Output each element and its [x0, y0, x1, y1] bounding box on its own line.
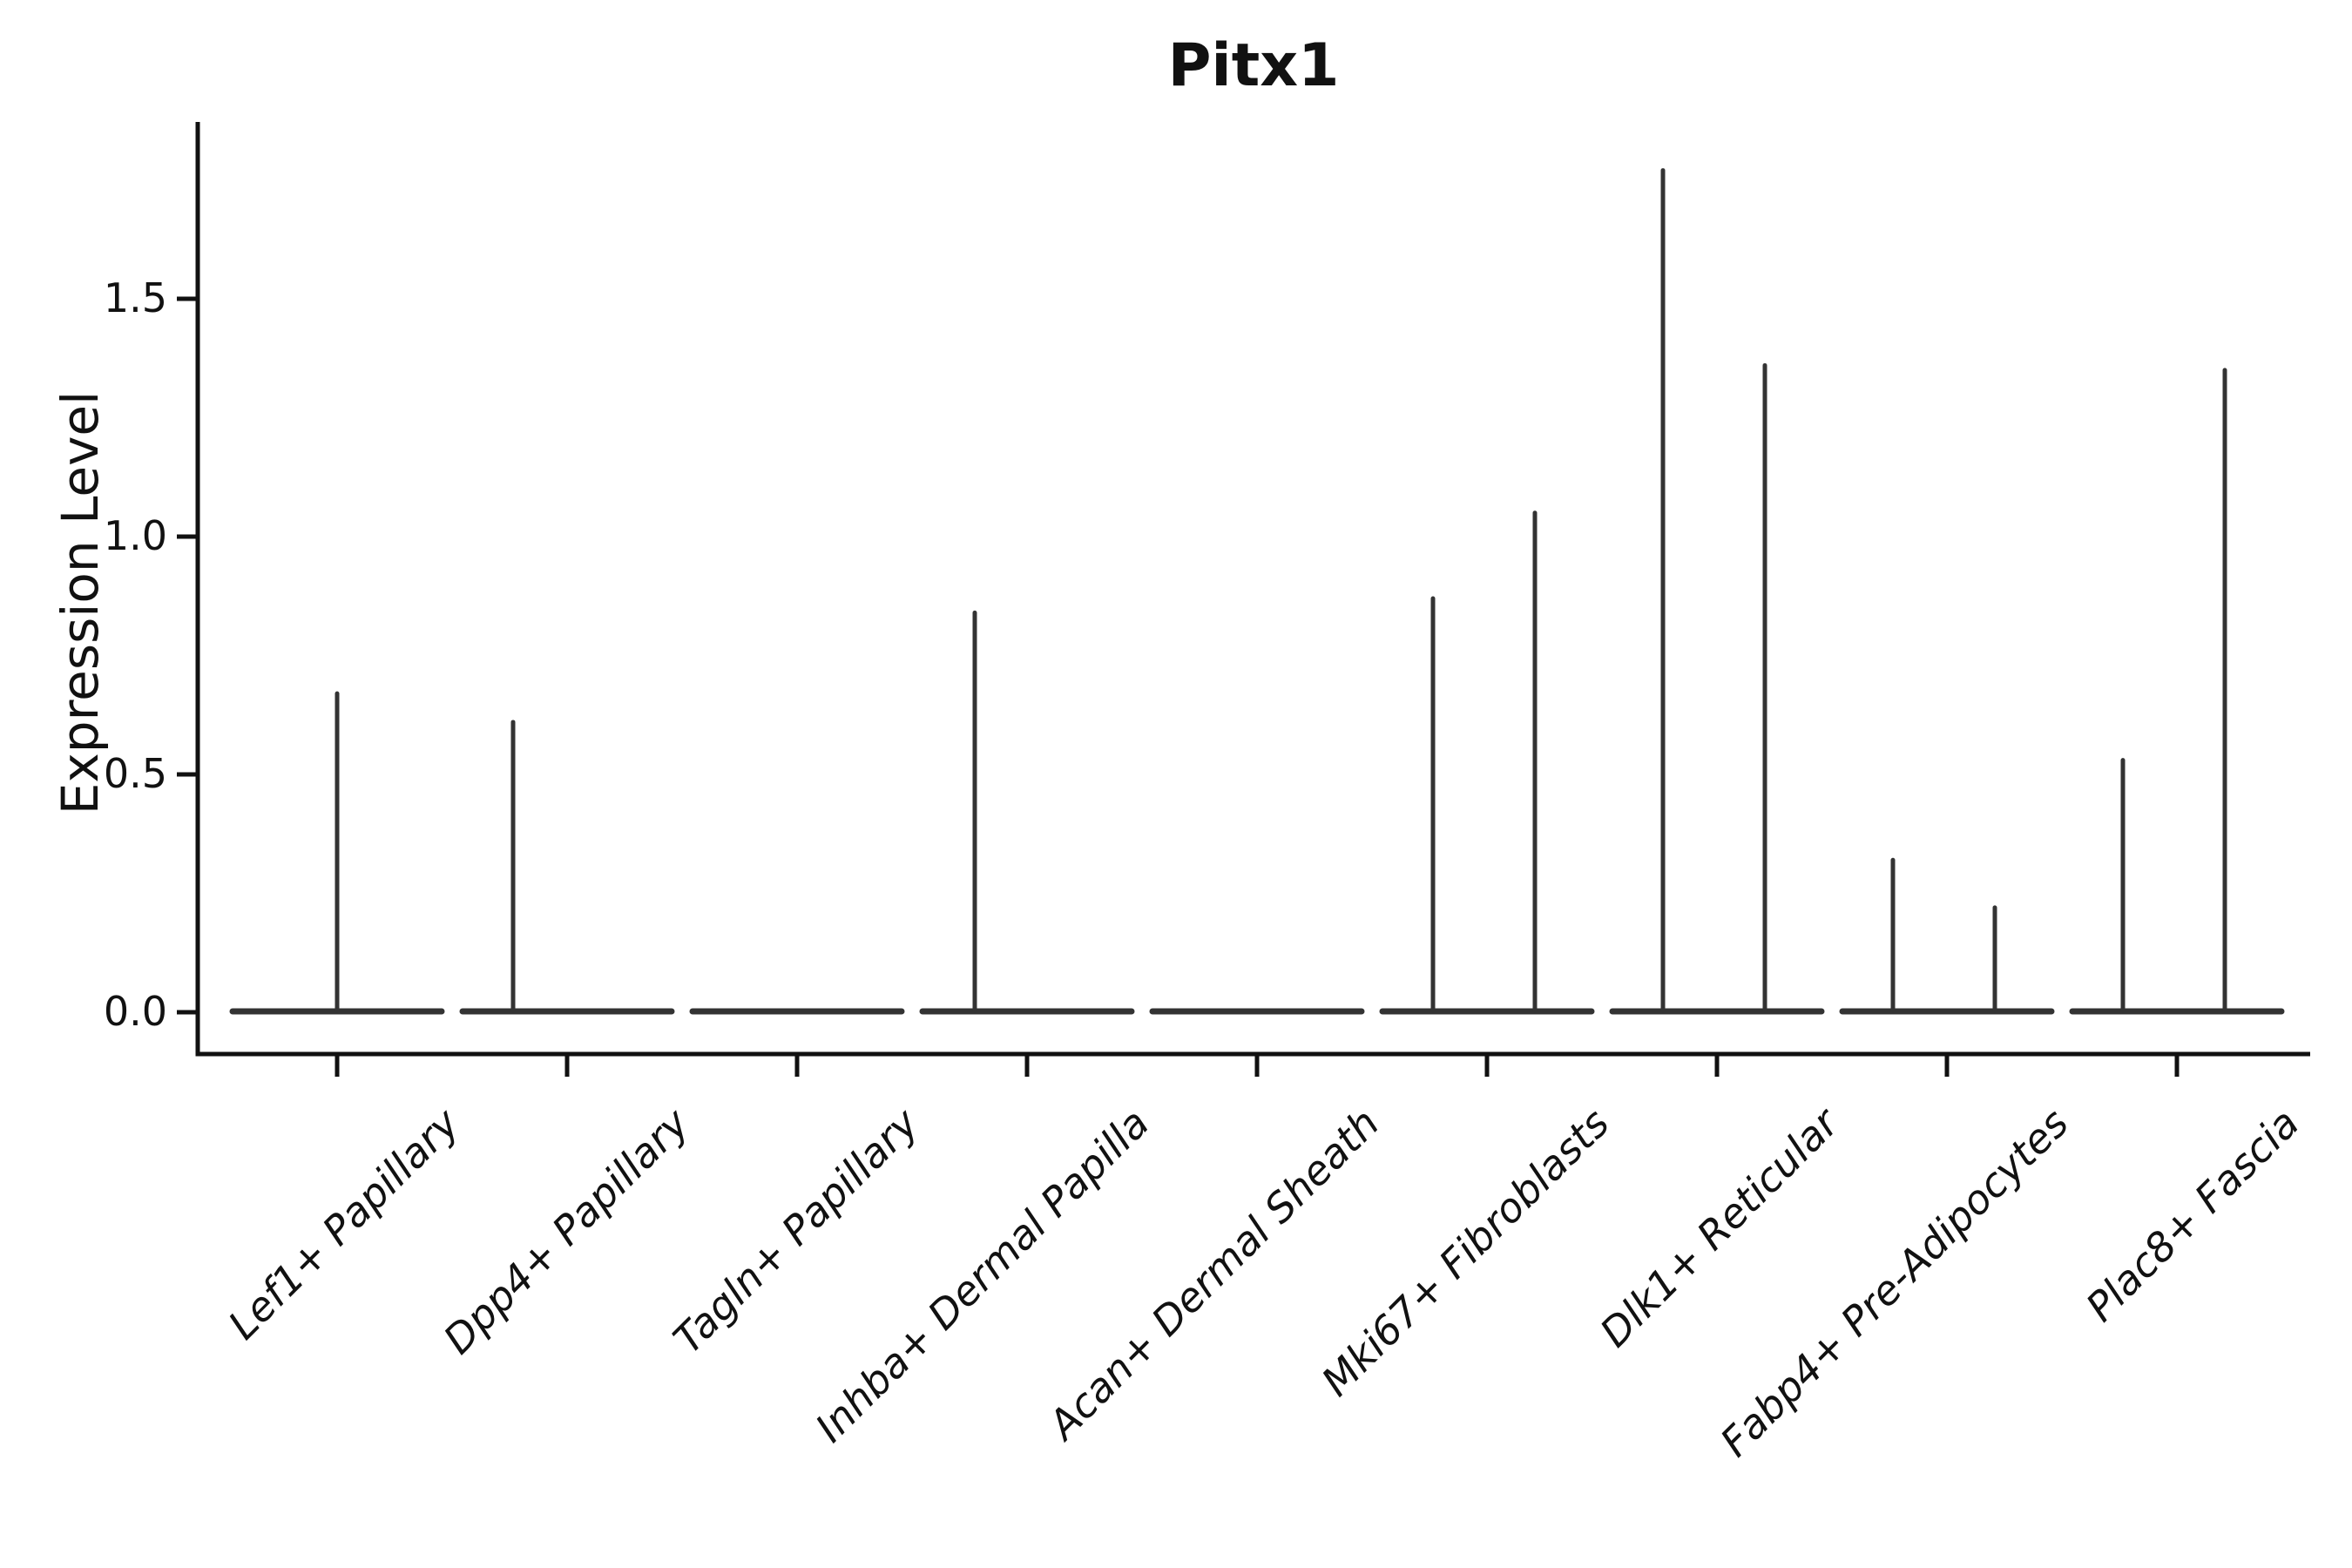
- chart-title: Pitx1: [1167, 31, 1340, 100]
- y-tick-label: 0.5: [103, 749, 167, 797]
- y-tick-label: 1.5: [103, 274, 167, 321]
- y-axis-label: Expression Level: [51, 390, 110, 815]
- y-tick-label: 1.0: [103, 511, 167, 559]
- y-tick-label: 0.0: [103, 987, 167, 1035]
